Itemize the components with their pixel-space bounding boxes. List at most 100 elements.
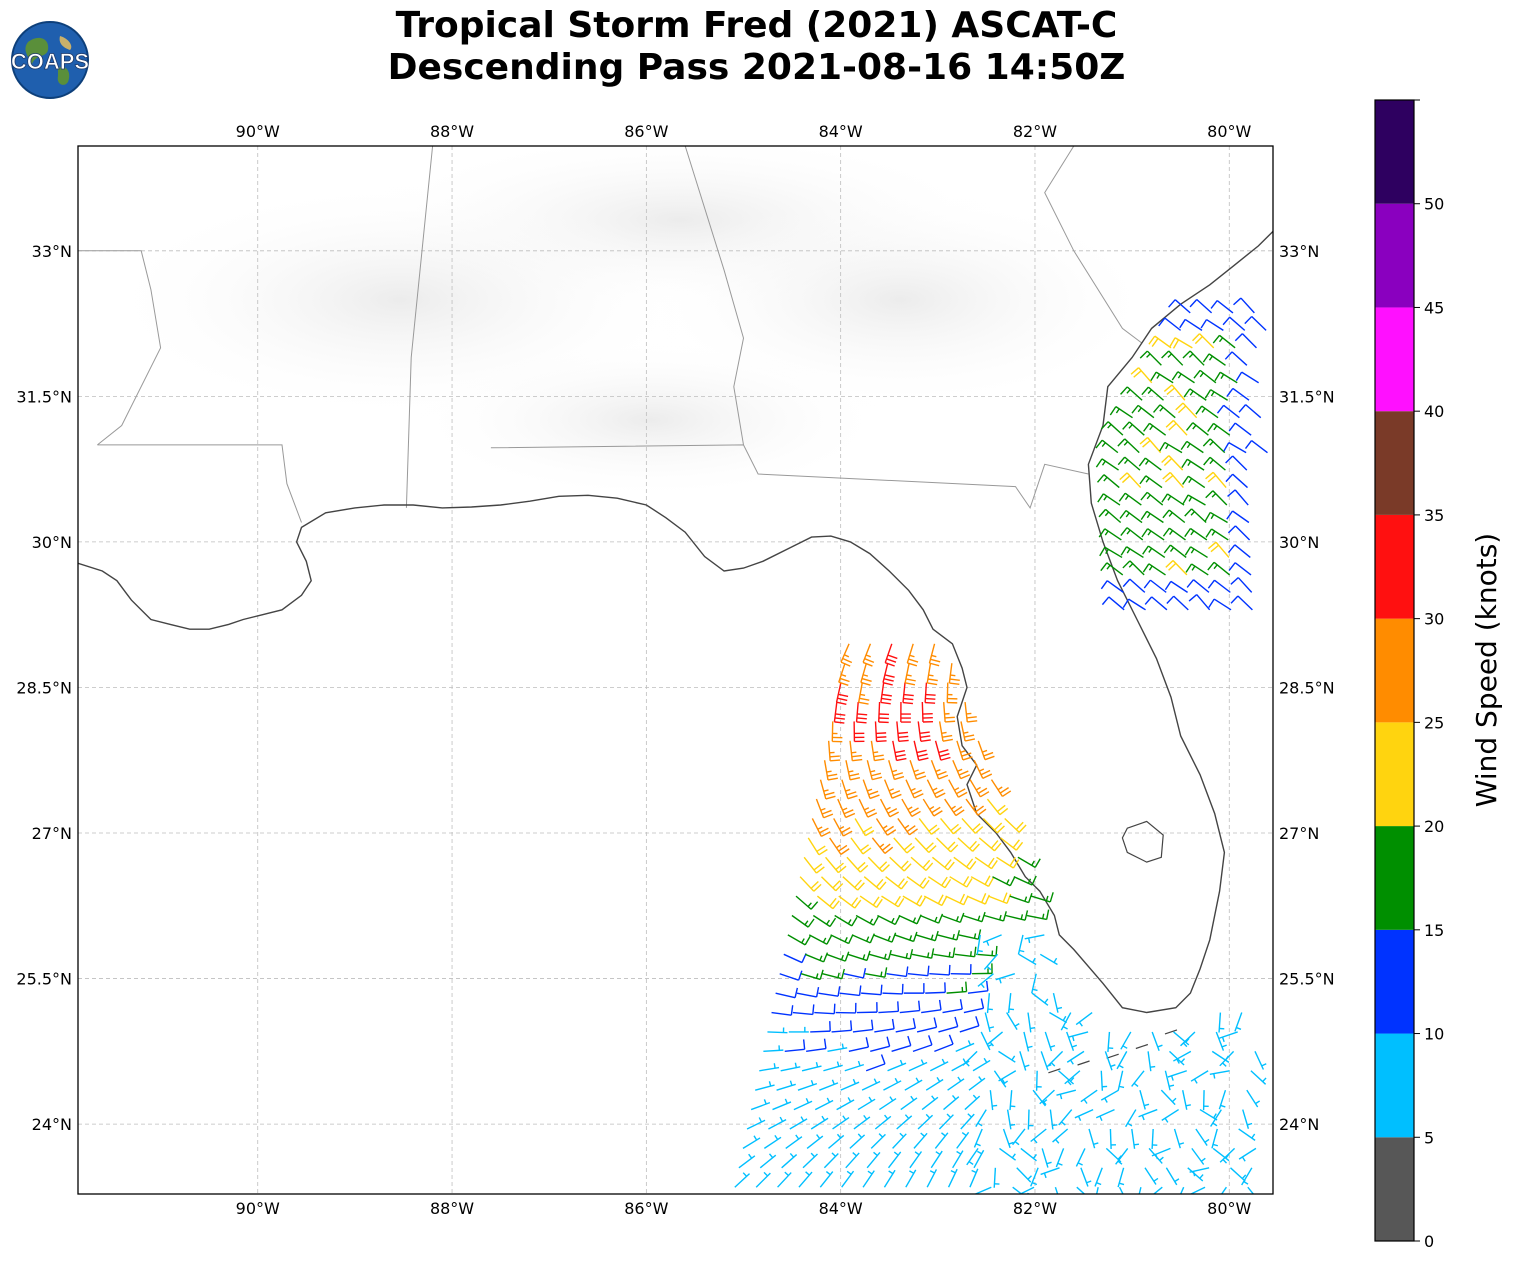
state-border bbox=[684, 146, 745, 445]
wind-barb bbox=[1147, 1051, 1156, 1072]
wind-barb bbox=[933, 947, 956, 959]
wind-barb bbox=[902, 895, 926, 907]
wind-barb bbox=[925, 1077, 944, 1091]
wind-barb bbox=[918, 818, 940, 835]
wind-barb bbox=[1162, 509, 1186, 524]
wind-barb bbox=[858, 682, 870, 705]
wind-barb bbox=[1228, 422, 1252, 436]
wind-barb bbox=[952, 1150, 964, 1169]
wind-barb bbox=[959, 1016, 980, 1033]
wind-barb bbox=[1182, 494, 1206, 506]
gridlines bbox=[78, 146, 1273, 1194]
wind-barb bbox=[792, 1004, 815, 1016]
wind-barb bbox=[1138, 1108, 1158, 1121]
wind-barb bbox=[1230, 1167, 1247, 1182]
wind-barb bbox=[986, 1031, 1004, 1047]
wind-barb bbox=[899, 1000, 921, 1014]
wind-barb bbox=[869, 949, 892, 961]
wind-barb bbox=[1173, 1128, 1185, 1149]
wind-barb bbox=[746, 1117, 766, 1130]
wind-barb bbox=[896, 721, 909, 743]
wind-barb bbox=[1203, 456, 1226, 471]
wind-barb bbox=[923, 894, 948, 907]
wind-barb bbox=[1180, 440, 1204, 454]
wind-barb bbox=[857, 1002, 878, 1014]
wind-barb bbox=[832, 1115, 850, 1130]
wind-barb bbox=[962, 1050, 978, 1067]
wind-barb bbox=[830, 934, 854, 945]
wind-barb bbox=[1233, 297, 1255, 314]
wind-barb bbox=[848, 1037, 870, 1053]
wind-barbs bbox=[734, 297, 1268, 1194]
wind-barb bbox=[947, 1168, 958, 1188]
wind-barb bbox=[966, 1147, 979, 1166]
wind-barb bbox=[1023, 1031, 1033, 1052]
wind-barb bbox=[1019, 1051, 1030, 1071]
wind-barb bbox=[972, 963, 993, 975]
wind-barb bbox=[1031, 973, 1038, 994]
wind-barb bbox=[881, 895, 905, 908]
wind-barb bbox=[961, 817, 984, 834]
wind-barb bbox=[990, 779, 1012, 798]
wind-barb bbox=[942, 999, 963, 1014]
wind-barb bbox=[914, 837, 937, 853]
wind-barb bbox=[1117, 456, 1141, 471]
wind-barb bbox=[1138, 1187, 1142, 1194]
wind-barb bbox=[1098, 508, 1122, 524]
wind-barb bbox=[1016, 1167, 1032, 1183]
wind-barb bbox=[958, 929, 982, 940]
wind-barb bbox=[839, 985, 862, 997]
wind-barb bbox=[1095, 458, 1119, 471]
wind-barb bbox=[1228, 562, 1252, 576]
wind-barb bbox=[973, 759, 993, 779]
colorbar-bin bbox=[1375, 1033, 1414, 1138]
wind-barb bbox=[802, 1152, 818, 1169]
wind-barb bbox=[1122, 578, 1146, 593]
wind-barb bbox=[1250, 1070, 1267, 1085]
wind-barb bbox=[1222, 316, 1246, 331]
wind-barb bbox=[952, 759, 971, 780]
wind-barb bbox=[892, 1132, 907, 1149]
wind-barb bbox=[884, 643, 898, 667]
wind-barb bbox=[969, 1168, 979, 1188]
wind-barb bbox=[1218, 1089, 1227, 1110]
wind-barb bbox=[890, 949, 914, 960]
wind-barb bbox=[823, 1061, 843, 1072]
wind-barb bbox=[838, 662, 850, 686]
wind-barb bbox=[964, 1094, 981, 1111]
wind-barb bbox=[1000, 837, 1024, 851]
wind-barb bbox=[910, 856, 934, 871]
wind-barb bbox=[1007, 993, 1015, 1014]
wind-barb bbox=[953, 856, 977, 870]
wind-barb bbox=[936, 837, 959, 853]
wind-barb bbox=[968, 1076, 986, 1091]
wind-barb bbox=[1035, 1070, 1042, 1091]
wind-barb bbox=[998, 1050, 1016, 1063]
wind-barb bbox=[862, 643, 875, 667]
wind-barb bbox=[1109, 406, 1133, 419]
wind-barb bbox=[831, 1020, 853, 1033]
wind-barb bbox=[1238, 1128, 1256, 1141]
wind-barb bbox=[1163, 384, 1186, 401]
wind-barb bbox=[921, 1095, 939, 1111]
wind-barb bbox=[905, 1169, 917, 1188]
wind-barb bbox=[976, 934, 983, 955]
wind-barb bbox=[903, 983, 925, 994]
florida-keys bbox=[1077, 1060, 1090, 1066]
wind-barb bbox=[1020, 1147, 1038, 1162]
wind-barb bbox=[967, 980, 989, 994]
wind-barb bbox=[964, 701, 978, 723]
wind-barb bbox=[865, 1054, 886, 1072]
wind-barb bbox=[906, 643, 919, 667]
wind-barb bbox=[803, 856, 825, 874]
wind-barb bbox=[984, 1012, 995, 1033]
wind-barb bbox=[835, 682, 849, 705]
wind-barb bbox=[1139, 350, 1162, 366]
wind-barb bbox=[894, 931, 918, 943]
wind-barb bbox=[1104, 1051, 1116, 1071]
wind-barb bbox=[846, 856, 869, 873]
wind-barb bbox=[1041, 1148, 1052, 1168]
wind-barb bbox=[986, 993, 993, 1014]
wind-barb bbox=[995, 973, 1016, 984]
